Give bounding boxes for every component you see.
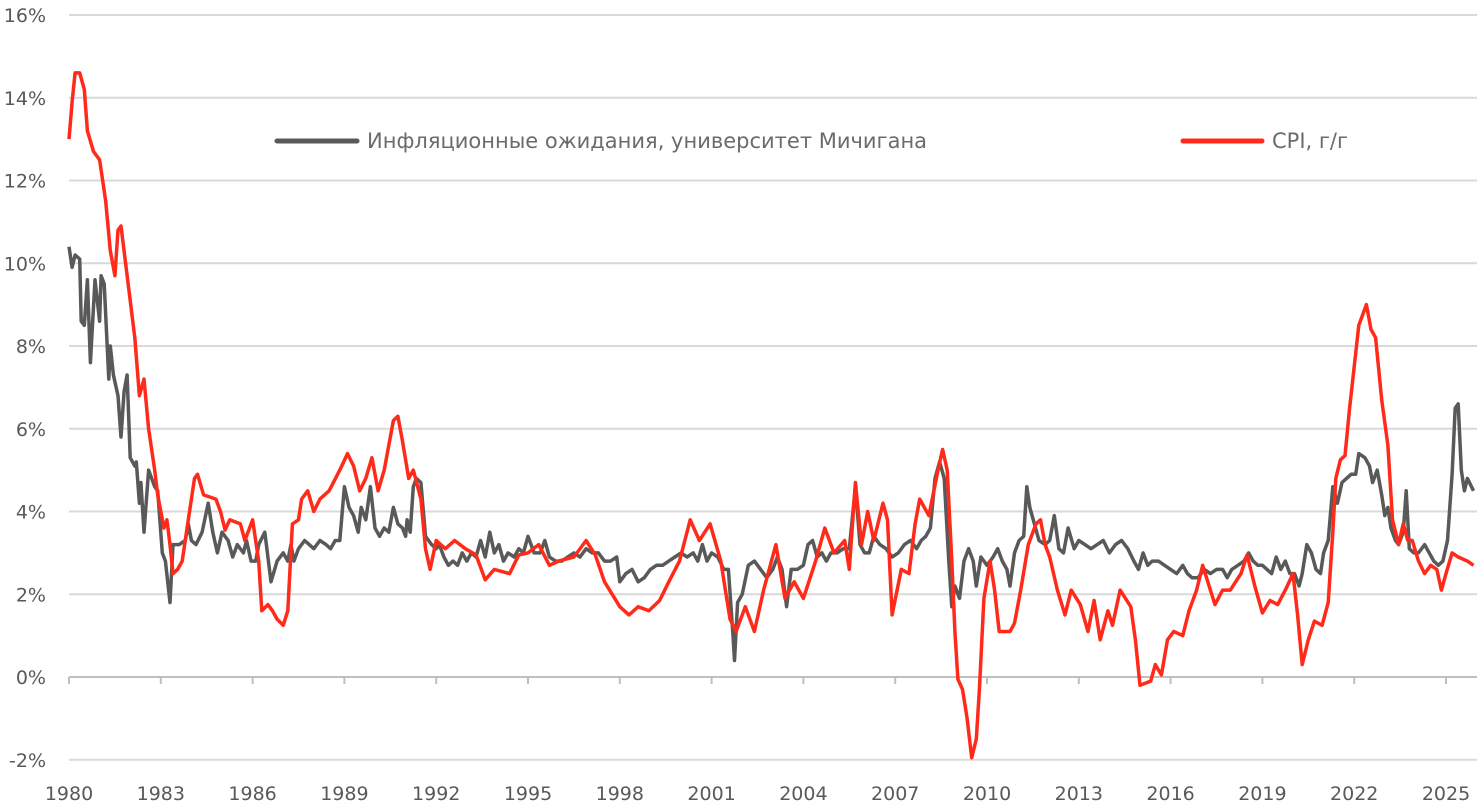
- series-lines: [67, 71, 1476, 760]
- y-tick-label: 6%: [16, 419, 46, 441]
- x-tick-label: 1980: [45, 783, 93, 805]
- y-tick-label: -2%: [9, 750, 46, 772]
- y-tick-label: 12%: [4, 171, 46, 193]
- x-tick-label: 2025: [1422, 783, 1470, 805]
- legend-item-michigan: Инфляционные ожидания, университет Мичиг…: [274, 129, 927, 153]
- legend: Инфляционные ожидания, университет Мичиг…: [274, 129, 1348, 153]
- x-tick-label: 2010: [963, 783, 1011, 805]
- x-tick-label: 1992: [412, 783, 460, 805]
- x-tick-label: 2007: [871, 783, 919, 805]
- y-axis-tick-labels: -2% 0% 2% 4% 6% 8% 10% 12% 14% 16%: [4, 5, 46, 772]
- legend-label-michigan: Инфляционные ожидания, университет Мичиг…: [367, 129, 927, 153]
- y-tick-label: 0%: [16, 667, 46, 689]
- legend-item-cpi: CPI, г/г: [1180, 129, 1348, 153]
- x-tick-label: 2013: [1055, 783, 1103, 805]
- x-tick-label: 2022: [1330, 783, 1378, 805]
- x-tick-label: 1983: [137, 783, 185, 805]
- x-tick-label: 1995: [504, 783, 552, 805]
- legend-label-cpi: CPI, г/г: [1272, 129, 1348, 153]
- x-tick-label: 1986: [228, 783, 276, 805]
- x-tick-label: 2004: [779, 783, 827, 805]
- x-tick-label: 2019: [1238, 783, 1286, 805]
- y-tick-label: 8%: [16, 336, 46, 358]
- x-tick-label: 2001: [687, 783, 735, 805]
- series-line-michigan: [67, 246, 1476, 663]
- y-tick-label: 4%: [16, 502, 46, 524]
- y-tick-label: 10%: [4, 253, 46, 275]
- x-axis: 1980 1983 1986 1989 1992 1995 1998 2001 2004 2007…: [45, 676, 1477, 805]
- x-tick-label: 1998: [596, 783, 644, 805]
- y-tick-label: 2%: [16, 584, 46, 606]
- x-tick-label: 2016: [1146, 783, 1194, 805]
- x-tick-label: 1989: [320, 783, 368, 805]
- gridlines: [69, 14, 1477, 761]
- series-line-cpi: [67, 71, 1475, 760]
- y-tick-label: 14%: [4, 88, 46, 110]
- y-tick-label: 16%: [4, 5, 46, 27]
